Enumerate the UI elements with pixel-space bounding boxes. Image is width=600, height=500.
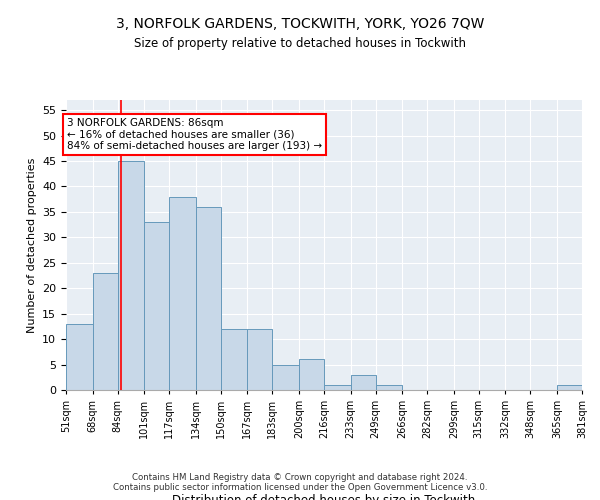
Text: Contains HM Land Registry data © Crown copyright and database right 2024.
Contai: Contains HM Land Registry data © Crown c… [113, 473, 487, 492]
Bar [92, 273, 118, 390]
Bar [169, 196, 196, 390]
Bar [376, 385, 402, 390]
Bar [557, 385, 582, 390]
Bar [324, 385, 350, 390]
Bar [196, 207, 221, 390]
Bar [66, 324, 92, 390]
Bar [272, 364, 299, 390]
Y-axis label: Number of detached properties: Number of detached properties [26, 158, 37, 332]
Bar [299, 360, 324, 390]
Text: 3, NORFOLK GARDENS, TOCKWITH, YORK, YO26 7QW: 3, NORFOLK GARDENS, TOCKWITH, YORK, YO26… [116, 18, 484, 32]
Bar [118, 161, 144, 390]
Bar [350, 374, 376, 390]
Bar [221, 329, 247, 390]
Text: Size of property relative to detached houses in Tockwith: Size of property relative to detached ho… [134, 38, 466, 51]
X-axis label: Distribution of detached houses by size in Tockwith: Distribution of detached houses by size … [172, 494, 476, 500]
Text: 3 NORFOLK GARDENS: 86sqm
← 16% of detached houses are smaller (36)
84% of semi-d: 3 NORFOLK GARDENS: 86sqm ← 16% of detach… [67, 118, 322, 151]
Bar [144, 222, 169, 390]
Bar [247, 329, 272, 390]
